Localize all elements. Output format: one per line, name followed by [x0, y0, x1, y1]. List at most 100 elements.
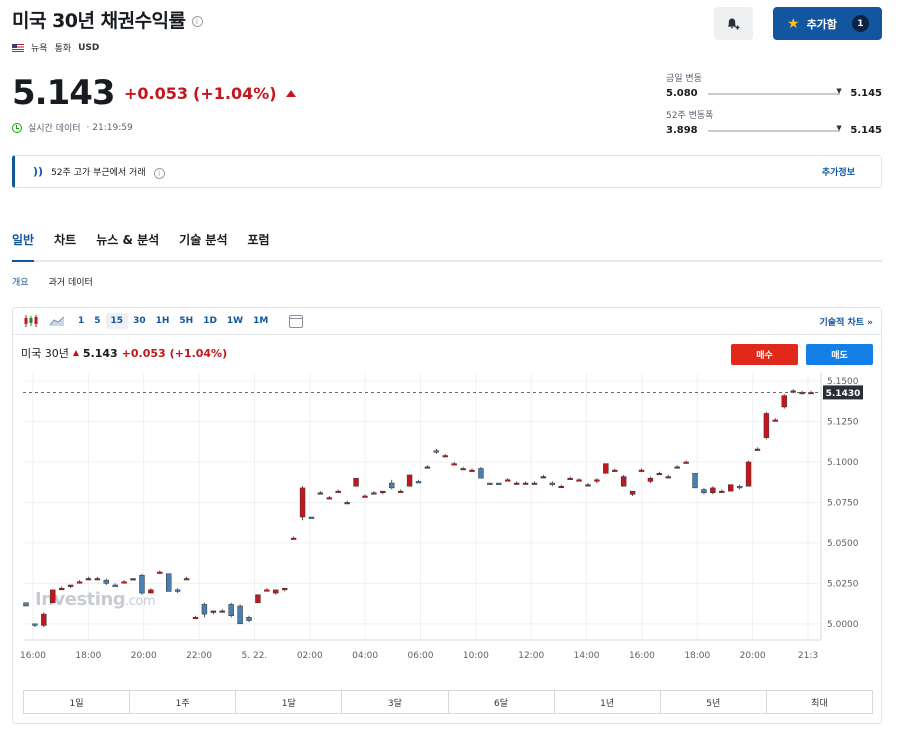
candle-body: [166, 573, 172, 592]
period-1m[interactable]: 1달: [236, 691, 343, 713]
candle: [674, 465, 680, 469]
candle: [585, 483, 591, 487]
signal-info-icon[interactable]: i: [153, 167, 165, 179]
day-high: 5.145: [850, 88, 882, 99]
timeframe-5[interactable]: 5: [94, 316, 101, 326]
candle: [745, 460, 752, 487]
timeframe-1[interactable]: 1: [78, 316, 85, 326]
technical-chart-link[interactable]: 기술적 차트 »: [819, 317, 873, 328]
candle: [433, 449, 440, 454]
candle-body: [201, 604, 208, 615]
candle: [389, 479, 395, 490]
period-1d[interactable]: 1일: [24, 691, 131, 713]
add-alert-button[interactable]: [714, 7, 753, 40]
candle-body: [763, 413, 770, 438]
subtab-historical[interactable]: 과거 데이터: [48, 278, 93, 288]
period-1w[interactable]: 1주: [130, 691, 237, 713]
candle: [210, 610, 217, 615]
chart-quote-line: 미국 30년 5.143 +0.053 (+1.04%): [21, 345, 227, 361]
x-tick-label: 18:00: [684, 651, 710, 661]
period-5y[interactable]: 5년: [661, 691, 767, 713]
candle: [201, 602, 208, 618]
candle-body: [442, 455, 448, 458]
timeframe-30[interactable]: 30: [133, 316, 146, 326]
signal-icon: )): [33, 165, 44, 178]
quote-time: · 21:19:59: [86, 122, 133, 133]
subtab-summary[interactable]: 개요: [12, 278, 29, 288]
candle: [710, 486, 716, 495]
x-tick-label: 20:00: [740, 651, 766, 661]
candle-body: [183, 578, 190, 581]
candle-body: [728, 484, 734, 492]
signal-text: 52주 고가 부근에서 거래: [51, 168, 146, 178]
area-type-icon[interactable]: [47, 312, 67, 330]
candle: [157, 570, 163, 574]
week52-range-label: 52주 변동폭: [666, 111, 714, 121]
page-title: 미국 30년 채권수익률: [12, 10, 186, 32]
candle-body: [299, 487, 306, 518]
candle: [308, 516, 315, 519]
candle-body: [656, 473, 663, 476]
buy-button[interactable]: 매수: [731, 344, 798, 365]
calendar-icon[interactable]: [289, 314, 304, 328]
candle: [701, 487, 707, 495]
candle-body: [638, 469, 645, 472]
week52-low: 3.898: [666, 125, 698, 136]
timeframe-1m[interactable]: 1M: [253, 316, 269, 326]
candle-body: [290, 537, 297, 540]
y-tick-label: 5.1000: [827, 458, 859, 468]
candle-body: [273, 589, 279, 594]
timeframe-1d[interactable]: 1D: [203, 316, 217, 326]
tab-technical[interactable]: 기술 분석: [179, 233, 228, 247]
candle-body: [585, 484, 591, 487]
sub-tabs: 개요 과거 데이터: [12, 275, 93, 288]
period-6m[interactable]: 6달: [449, 691, 555, 713]
x-tick-label: 16:00: [20, 651, 46, 661]
candle-body: [389, 482, 395, 489]
candle: [344, 500, 350, 505]
candle-body: [281, 587, 288, 591]
candle: [549, 481, 556, 487]
add-to-watchlist-button[interactable]: ★ 추가함 1: [773, 7, 882, 40]
period-1y[interactable]: 1년: [555, 691, 661, 713]
more-info-link[interactable]: 추가정보: [821, 168, 855, 178]
candle: [612, 468, 618, 472]
candle: [567, 476, 573, 480]
period-3m[interactable]: 3달: [342, 691, 449, 713]
candle-body: [67, 584, 74, 587]
tab-news[interactable]: 뉴스 & 분석: [96, 233, 160, 247]
price-chart[interactable]: Investing.com 16:00 18:00 20:00 22:00 5. 22.…: [13, 368, 881, 673]
candle-body: [567, 477, 573, 480]
timeframe-5h[interactable]: 5H: [179, 316, 194, 326]
tab-forum[interactable]: 포럼: [247, 233, 270, 247]
x-tick-label: 14:00: [574, 651, 600, 661]
exchange-name: 뉴욕: [31, 44, 48, 54]
candle-body: [576, 479, 582, 482]
x-tick-label: 10:00: [463, 651, 489, 661]
candle-body: [620, 476, 627, 487]
y-tick-label: 5.0000: [827, 620, 859, 630]
candle: [67, 584, 74, 589]
timeframe-1w[interactable]: 1W: [226, 316, 244, 326]
tab-chart[interactable]: 차트: [54, 233, 77, 247]
candle-body: [371, 492, 377, 495]
x-tick-label: 20:00: [131, 651, 157, 661]
candle-body: [460, 468, 466, 471]
star-icon: ★: [787, 15, 800, 32]
candle: [692, 473, 698, 489]
candle-body: [228, 604, 234, 616]
candle: [246, 615, 252, 623]
timeframe-1h[interactable]: 1H: [155, 316, 170, 326]
price-change: +0.053 (+1.04%): [124, 84, 296, 103]
sell-button[interactable]: 매도: [806, 344, 873, 365]
timeframe-15[interactable]: 15: [105, 313, 129, 329]
day-low: 5.080: [666, 88, 698, 99]
candle-body: [139, 575, 145, 594]
tab-overview[interactable]: 일반: [12, 231, 35, 262]
x-tick-label: 02:00: [297, 651, 323, 661]
candle-body: [353, 477, 359, 487]
info-icon[interactable]: i: [191, 15, 203, 27]
period-max[interactable]: 최대: [811, 698, 828, 709]
candle: [41, 612, 47, 628]
candlestick-type-icon[interactable]: [21, 312, 41, 330]
